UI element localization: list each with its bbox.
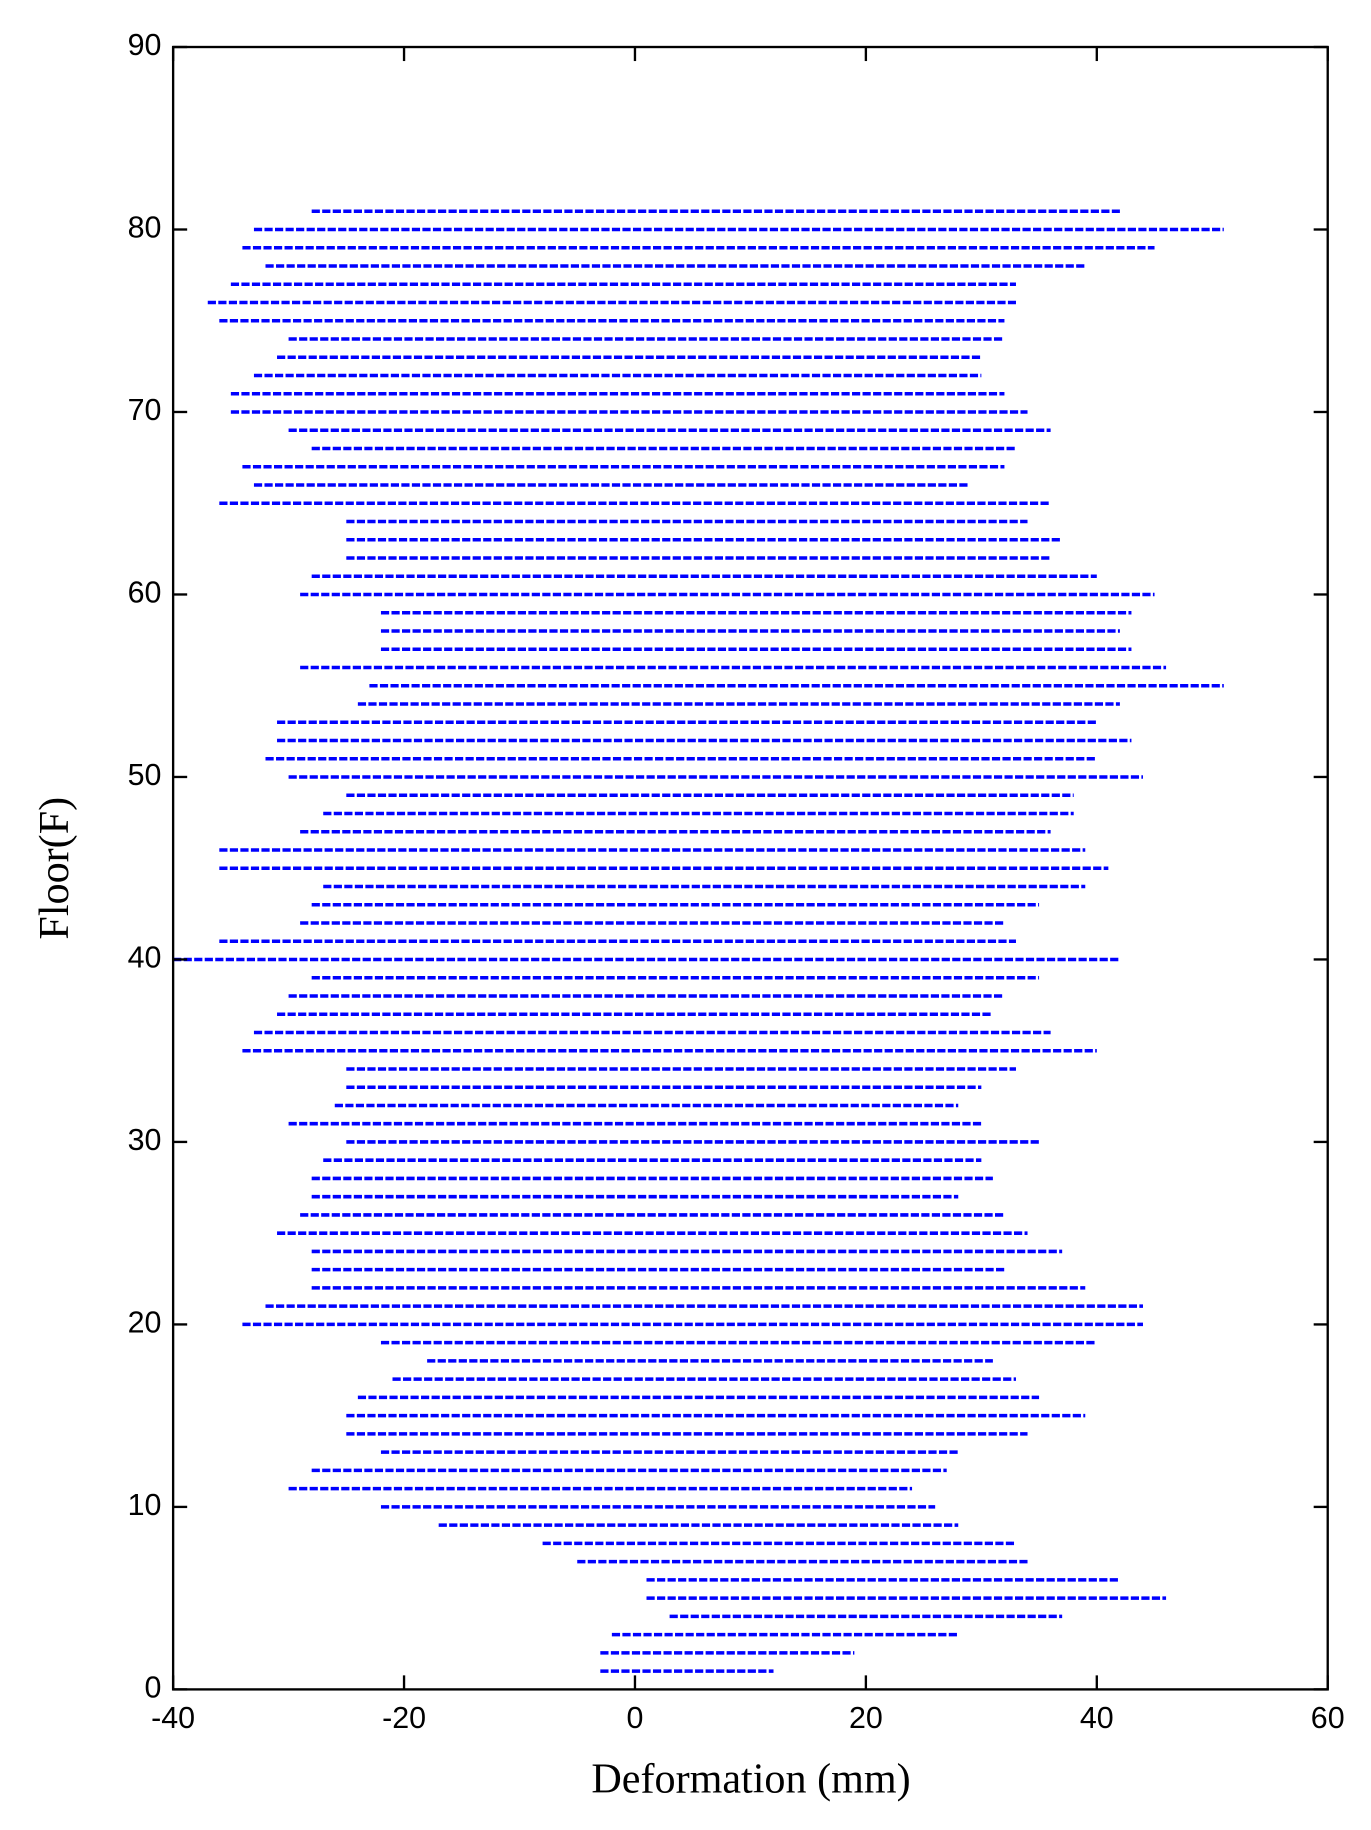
- y-tick-label: 50: [128, 758, 162, 792]
- y-tick-label: 10: [128, 1488, 162, 1522]
- x-tick-label: 40: [1080, 1701, 1114, 1735]
- y-tick-label: 60: [128, 576, 162, 610]
- y-tick-label: 80: [128, 211, 162, 245]
- y-tick-label: 70: [128, 393, 162, 427]
- y-tick-label: 90: [128, 28, 162, 62]
- y-tick-label: 30: [128, 1123, 162, 1157]
- y-tick-label: 0: [145, 1670, 162, 1704]
- x-tick-label: 60: [1311, 1701, 1345, 1735]
- plot-frame: [171, 45, 1329, 1691]
- x-tick-label: -20: [382, 1701, 426, 1735]
- y-tick-label: 40: [128, 940, 162, 974]
- x-tick-label: 20: [849, 1701, 883, 1735]
- x-tick-label: -40: [151, 1701, 195, 1735]
- y-axis-label: Floor(F): [31, 797, 78, 940]
- x-axis-label: Deformation (mm): [591, 1755, 910, 1802]
- x-tick-label: 0: [627, 1701, 644, 1735]
- y-tick-label: 20: [128, 1305, 162, 1339]
